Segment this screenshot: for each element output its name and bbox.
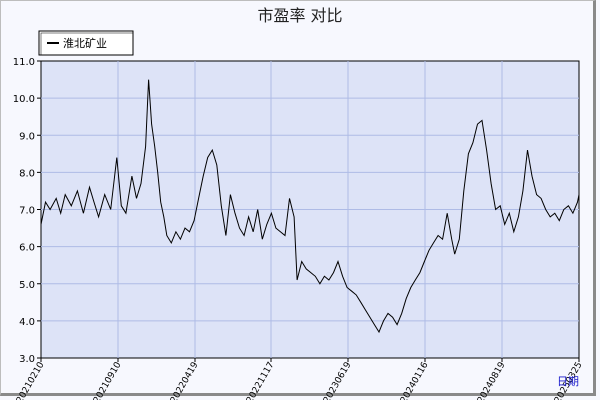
y-tick-label: 9.0	[19, 131, 35, 142]
x-tick-label: 20240116	[399, 360, 431, 400]
legend: 淮北矿业	[38, 30, 134, 56]
x-tick-label: 20221117	[245, 361, 277, 400]
legend-label: 淮北矿业	[63, 37, 107, 50]
x-tick-label: 20240819	[476, 360, 508, 400]
y-axis-ticks: 3.0 4.0 5.0 6.0 7.0 8.0 9.0 10.0 11.0	[13, 57, 41, 365]
x-axis-ticks: 20210210 20210910 20220419 20221117 20230619…	[15, 358, 585, 400]
x-tick-label: 20210210	[15, 360, 47, 400]
y-tick-label: 8.0	[19, 168, 35, 179]
y-tick-label: 10.0	[13, 94, 35, 105]
legend-inner-border	[40, 32, 134, 56]
y-tick-label: 11.0	[13, 57, 35, 68]
y-tick-label: 6.0	[19, 243, 35, 254]
chart-title: 市盈率 对比	[257, 6, 342, 25]
x-axis-label: 日期	[557, 375, 579, 388]
x-tick-label: 20210910	[92, 360, 124, 400]
x-tick-label: 20220419	[169, 360, 201, 400]
series-line-huaibei-mining	[40, 79, 580, 334]
x-tick-label: 20230619	[322, 360, 354, 400]
y-tick-label: 3.0	[19, 354, 35, 365]
y-tick-label: 7.0	[19, 206, 35, 217]
y-tick-label: 4.0	[19, 317, 35, 328]
y-tick-label: 5.0	[19, 280, 35, 291]
